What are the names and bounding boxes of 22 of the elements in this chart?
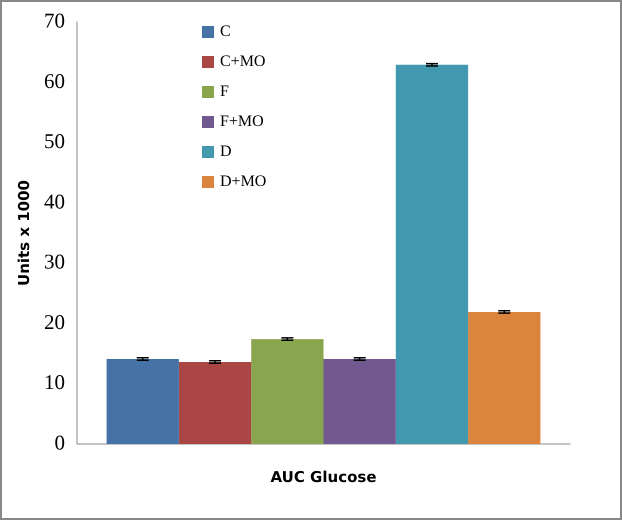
bar	[324, 358, 396, 444]
y-tick-label: 0	[54, 430, 65, 455]
legend-label: D+MO	[220, 173, 266, 190]
x-tick-label: AUC Glucose	[270, 468, 376, 486]
y-tick-label: 20	[44, 310, 65, 334]
y-axis-title: Units x 1000	[14, 180, 33, 286]
y-tick-label: 40	[44, 189, 65, 214]
y-tick-label: 30	[44, 250, 65, 274]
bar	[396, 64, 468, 444]
legend-label: C+MO	[220, 53, 266, 70]
y-tick-label: 60	[44, 68, 65, 93]
legend-label: C	[220, 23, 231, 40]
legend-label: D	[220, 143, 232, 160]
y-tick-label: 50	[44, 129, 65, 154]
legend-label: F+MO	[220, 113, 264, 130]
bar	[468, 312, 540, 444]
y-tick-label: 70	[44, 8, 65, 33]
bar	[178, 362, 252, 444]
y-tick-label: 10	[44, 370, 65, 394]
legend-label: F	[220, 83, 229, 100]
bar	[106, 358, 179, 444]
bar	[251, 339, 324, 444]
